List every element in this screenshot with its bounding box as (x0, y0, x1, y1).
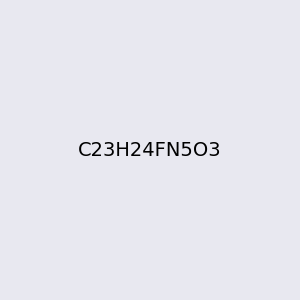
Text: C23H24FN5O3: C23H24FN5O3 (78, 140, 222, 160)
